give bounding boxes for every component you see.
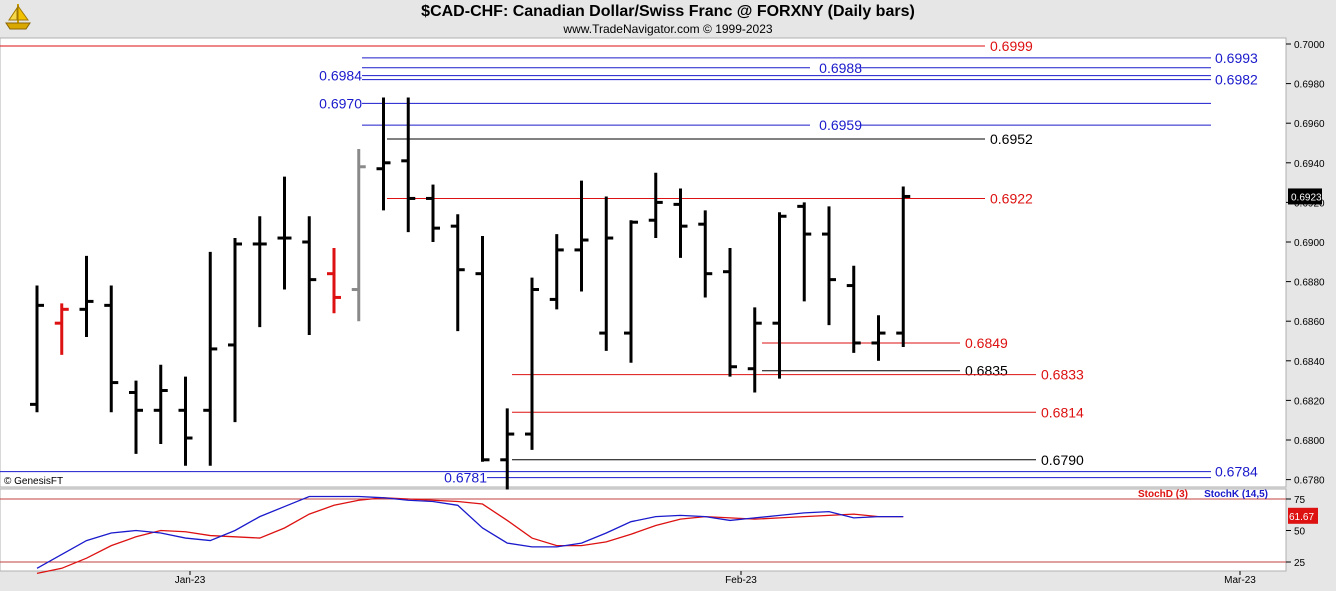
level-label: 0.6814 (1041, 404, 1084, 420)
y-tick-label: 0.6880 (1294, 278, 1325, 289)
level-label: 0.6781 (444, 470, 487, 486)
last-price-box (1288, 188, 1322, 205)
y-tick-label: 0.6840 (1294, 357, 1325, 368)
level-label-bg (810, 58, 860, 76)
level-label: 0.6999 (990, 38, 1033, 54)
level-label: 0.6993 (1215, 50, 1258, 66)
y-tick-label: 0.6780 (1294, 476, 1325, 487)
level-label: 0.6952 (990, 131, 1033, 147)
stoch-series-line (36, 495, 904, 569)
copyright-label: © GenesisFT (4, 476, 63, 487)
stoch-last-label: 61.67 (1289, 512, 1314, 523)
y-tick-label: 0.6800 (1294, 436, 1325, 447)
y-tick-label: 0.7000 (1294, 40, 1325, 51)
level-label: 0.6984 (319, 68, 362, 84)
stoch-reference-lines (0, 498, 1286, 563)
level-label: 0.6982 (1215, 72, 1258, 88)
x-tick-label: Feb-23 (725, 575, 757, 586)
ship-logo-icon (5, 4, 31, 30)
chart-header: $CAD-CHF: Canadian Dollar/Swiss Franc @ … (0, 0, 1336, 38)
x-tick-label: Mar-23 (1224, 575, 1256, 586)
level-label: 0.6959 (819, 117, 862, 133)
stoch-last-box (1288, 507, 1318, 524)
level-label: 0.6970 (319, 95, 362, 111)
y-tick-label: 0.6860 (1294, 317, 1325, 328)
price-panel (0, 37, 1287, 488)
level-label: 0.6835 (965, 363, 1008, 379)
last-price-label: 0.6923 (1291, 192, 1322, 203)
stoch-tick-label: 50 (1294, 527, 1306, 538)
stoch-tick-label: 25 (1294, 558, 1306, 569)
y-tick-label: 0.6960 (1294, 119, 1325, 130)
chart-subtitle: www.TradeNavigator.com © 1999-2023 (563, 22, 773, 36)
stoch-series-line (36, 497, 904, 574)
level-label: 0.6988 (819, 60, 862, 76)
y-tick-label: 0.6980 (1294, 80, 1325, 91)
stoch-legend-label: StochK (14,5) (1204, 489, 1268, 500)
x-tick-label: Jan-23 (175, 575, 206, 586)
y-tick-label: 0.6940 (1294, 159, 1325, 170)
level-label: 0.6922 (990, 190, 1033, 206)
level-label: 0.6833 (1041, 367, 1084, 383)
level-label-bg (810, 116, 860, 134)
stoch-legend-label: StochD (3) (1138, 489, 1188, 500)
level-label: 0.6784 (1215, 464, 1258, 480)
y-tick-label: 0.6900 (1294, 238, 1325, 249)
level-label: 0.6790 (1041, 452, 1084, 468)
level-label: 0.6849 (965, 335, 1008, 351)
chart-title: $CAD-CHF: Canadian Dollar/Swiss Franc @ … (421, 3, 915, 20)
stoch-tick-label: 75 (1294, 495, 1306, 506)
y-tick-label: 0.6820 (1294, 396, 1325, 407)
